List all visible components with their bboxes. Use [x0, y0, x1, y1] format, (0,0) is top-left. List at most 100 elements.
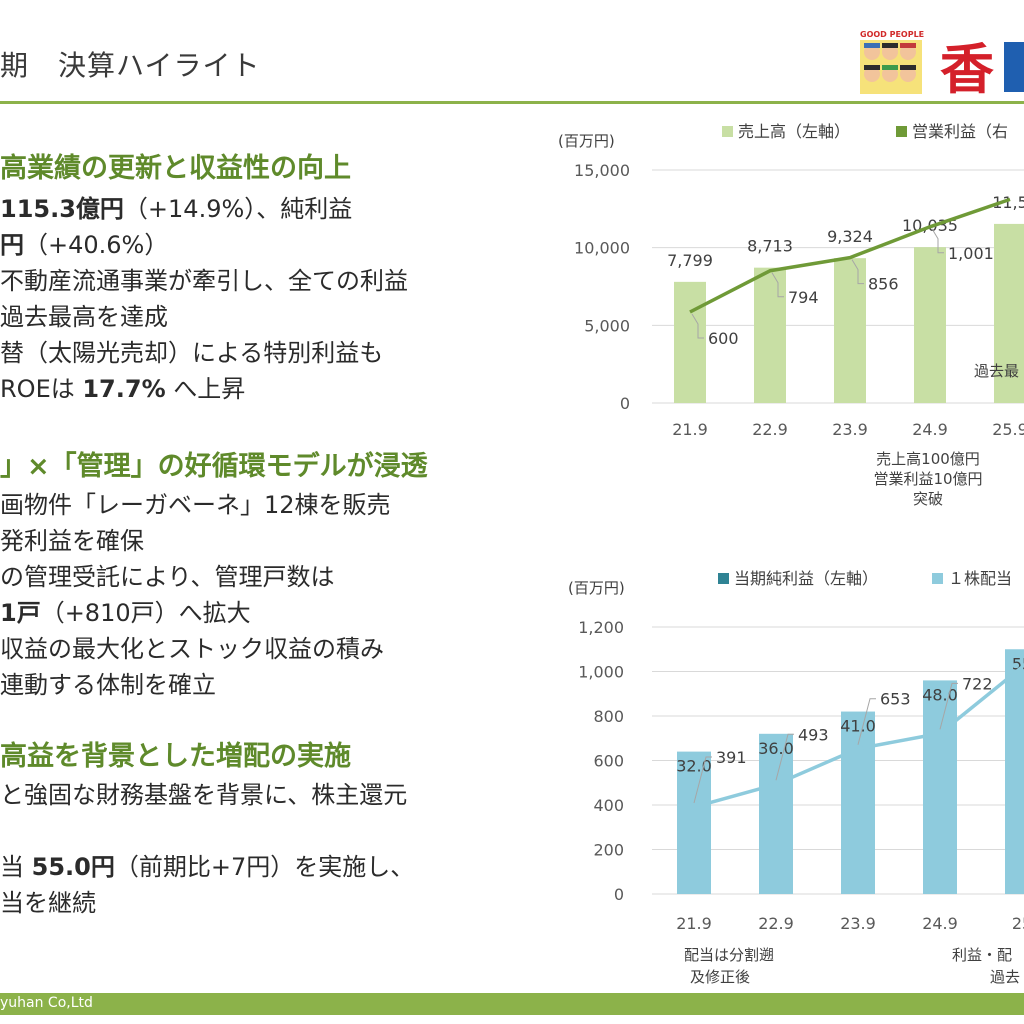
net-profit-dividend-chart: (百万円) 0 200 400 600 800 1,000 1,200 当期純利益（左軸） １株配…: [568, 569, 1024, 986]
section-heading-record-results: 高業績の更新と収益性の向上: [0, 153, 351, 184]
body-line: 115.3億円（+14.9%）、純利益: [0, 189, 352, 224]
y-tick-label: 15,000: [574, 161, 630, 180]
x-tick-label: 22.9: [752, 420, 788, 439]
body-text: 収益の最大化とストック収益の積み: [0, 635, 384, 663]
body-line: 不動産流通事業が牽引し、全ての利益: [0, 261, 408, 296]
body-text: 当を継続: [0, 889, 96, 917]
bar-sales-21-9: [674, 281, 706, 403]
y-tick-label: 800: [593, 707, 624, 726]
y-tick-label: 5,000: [584, 316, 630, 335]
data-label-operating-profit: 1,001: [948, 244, 994, 263]
footer-bar: [0, 993, 1024, 1015]
body-text: 替（太陽光売却）による特別利益も: [0, 339, 384, 367]
annotation-record: 利益・配: [952, 946, 1012, 964]
body-text: の管理受託により、管理戸数は: [0, 563, 335, 591]
leader-line: [851, 259, 864, 285]
body-line: と強固な財務基盤を背景に、株主還元: [0, 775, 407, 810]
emphasis-text: 55.0円: [31, 853, 115, 881]
body-line: 円（+40.6%）: [0, 225, 168, 260]
y-tick-label: 1,200: [578, 618, 624, 637]
sales-operating-profit-chart: (百万円) 0 5,000 10,000 15,000 売上高（左軸） 営業利益（右 7,79…: [558, 122, 1024, 508]
body-text: へ上昇: [165, 375, 246, 403]
bar-22-9: [759, 733, 793, 894]
body-text: 当: [0, 853, 32, 881]
leader-line: [857, 698, 876, 745]
body-line: 収益の最大化とストック収益の積み: [0, 629, 384, 664]
data-label-sales: 9,324: [827, 227, 873, 246]
data-label-sales: 8,713: [747, 237, 793, 256]
annotation-dividend-note: 配当は分割遡: [684, 946, 774, 964]
section-heading-cycle-model: 」×「管理」の好循環モデルが浸透: [0, 451, 428, 482]
y-tick-label: 400: [593, 796, 624, 815]
bar-25: [1005, 649, 1024, 894]
body-text: と強固な財務基盤を背景に、株主還元: [0, 781, 408, 809]
data-label-net-profit: 493: [798, 725, 829, 744]
logo-faces-icon: [860, 40, 922, 94]
body-line: の管理受託により、管理戸数は: [0, 557, 335, 592]
x-tick-label: 24.9: [912, 420, 948, 439]
body-text: 画物件「レーガベーネ」12棟を販売: [0, 491, 391, 519]
data-label-sales: 11,5: [992, 193, 1024, 212]
data-label-net-profit: 391: [716, 748, 747, 767]
emphasis-text: 17.7%: [82, 375, 166, 403]
emphasis-text: 円: [0, 231, 24, 259]
bar-sales-23-9: [834, 258, 866, 403]
leader-line: [775, 733, 794, 781]
data-label-dividend: 36.0: [758, 739, 794, 758]
leader-line: [931, 228, 944, 254]
body-text: 発利益を確保: [0, 527, 144, 555]
logo-mark: 香: [940, 38, 994, 98]
emphasis-text: 115.3億円: [0, 195, 124, 223]
data-label-operating-profit: 856: [868, 275, 899, 294]
data-label-operating-profit: 794: [788, 288, 819, 307]
body-text: （前期比+7円）を実施し、: [114, 853, 415, 881]
legend-label-dividend: １株配当: [948, 569, 1012, 588]
y-tick-label: 600: [593, 752, 624, 771]
legend-label-sales: 売上高（左軸）: [738, 122, 850, 141]
axis-unit-label: (百万円): [568, 579, 625, 597]
bar-23-9: [841, 711, 875, 894]
data-label-dividend: 41.0: [840, 717, 876, 736]
legend-swatch-dividend: [932, 573, 943, 584]
body-line: ROEは 17.7% へ上昇: [0, 369, 245, 404]
bar-sales-24-9: [914, 247, 946, 403]
emphasis-text: 1戸: [0, 599, 41, 627]
y-tick-label: 1,000: [578, 663, 624, 682]
logo-caption: GOOD PEOPLE: [860, 30, 924, 39]
body-text: （+810戸）へ拡大: [40, 599, 251, 627]
leader-line: [771, 272, 784, 298]
x-tick-label: 23.9: [840, 914, 876, 933]
annotation-dividend-note: 及修正後: [690, 968, 750, 986]
legend-swatch-sales: [722, 126, 733, 137]
body-text: 不動産流通事業が牽引し、全ての利益: [0, 267, 408, 295]
body-line: 画物件「レーガベーネ」12棟を販売: [0, 485, 391, 520]
body-line: 替（太陽光売却）による特別利益も: [0, 333, 383, 368]
y-tick-label: 0: [620, 394, 630, 413]
body-text: （+40.6%）: [24, 231, 169, 259]
body-line: 過去最高を達成: [0, 297, 168, 332]
x-tick-label: 21.9: [672, 420, 708, 439]
line-net-profit: [693, 665, 1024, 809]
x-tick-label: 25.9: [992, 420, 1024, 439]
x-tick-label: 25: [1012, 914, 1024, 933]
legend-swatch-operating-profit: [896, 126, 907, 137]
annotation-milestone: 売上高100億円: [876, 450, 980, 468]
bar-24-9: [923, 680, 957, 894]
footer-copyright: yuhan Co,Ltd: [0, 995, 93, 1011]
body-line: 当を継続: [0, 883, 96, 918]
data-label-dividend: 32.0: [676, 757, 712, 776]
data-label-operating-profit: 600: [708, 329, 739, 348]
axis-unit-label: (百万円): [558, 132, 615, 150]
data-label-dividend: 48.0: [922, 685, 958, 704]
y-tick-label: 0: [614, 885, 624, 904]
annotation-milestone: 営業利益10億円: [873, 470, 982, 488]
body-line: 連動する体制を確立: [0, 665, 216, 700]
data-label-sales: 7,799: [667, 251, 713, 270]
company-logo: GOOD PEOPLE 香: [858, 28, 1024, 98]
x-tick-label: 21.9: [676, 914, 712, 933]
y-tick-label: 200: [593, 841, 624, 860]
body-line: 発利益を確保: [0, 521, 144, 556]
annotation-record-high: 過去最: [974, 362, 1019, 380]
legend-label-operating-profit: 営業利益（右: [912, 122, 1008, 141]
legend-swatch-net-profit: [718, 573, 729, 584]
